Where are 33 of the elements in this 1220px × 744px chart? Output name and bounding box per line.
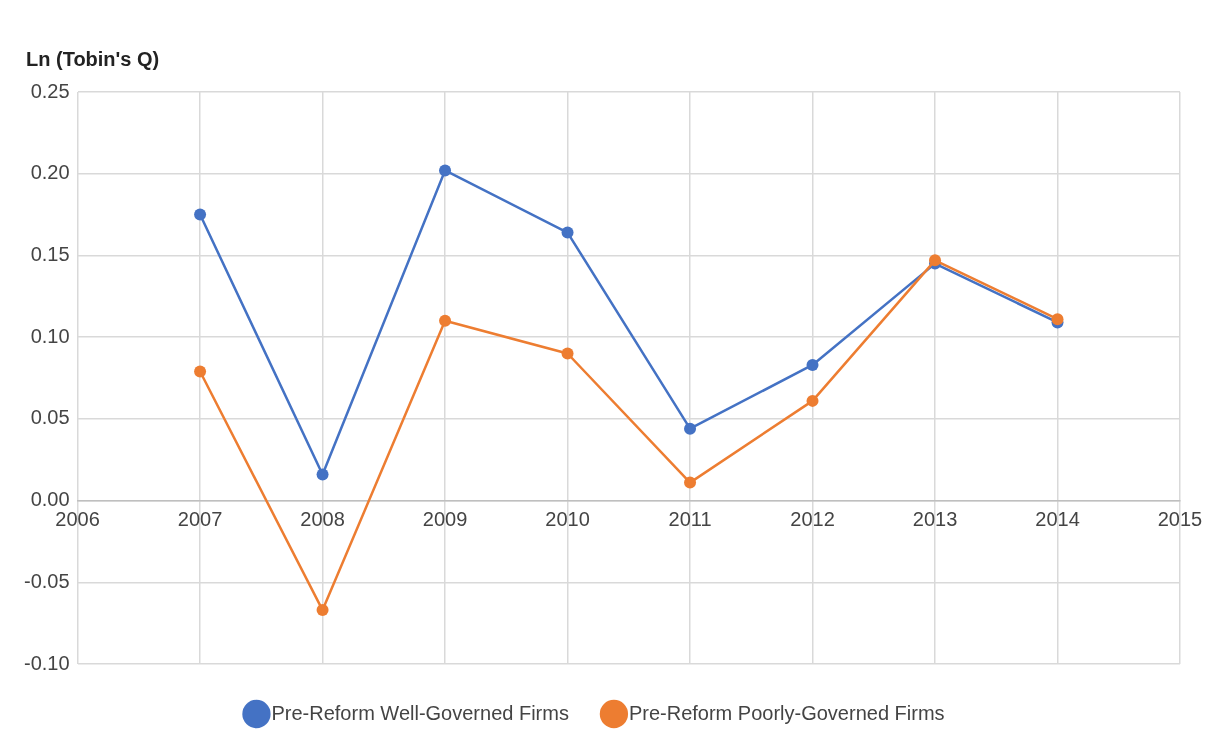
y-tick-label: 0.00: [30, 488, 70, 511]
x-tick-label: 2008: [300, 508, 345, 531]
y-axis-title: Ln (Tobin's Q): [26, 48, 160, 70]
y-tick-label: 0.25: [30, 79, 70, 102]
x-tick-label: 2007: [177, 508, 223, 531]
point: [194, 365, 207, 378]
point: [316, 468, 329, 481]
legend-label: Pre-Reform Poorly-Governed Firms: [628, 701, 945, 724]
point: [439, 314, 452, 327]
x-tick-label: 2009: [422, 508, 468, 531]
y-tick-label: 0.05: [30, 406, 70, 429]
x-tick-label: 2011: [668, 508, 712, 531]
point: [316, 604, 329, 617]
x-tick-label: 2006: [55, 508, 100, 531]
point: [561, 226, 574, 239]
y-tick-label: -0.10: [23, 651, 70, 674]
x-tick-label: 2015: [1157, 508, 1203, 531]
y-tick-label: -0.05: [23, 569, 70, 592]
point: [806, 394, 819, 407]
y-tick-label: 0.20: [30, 161, 70, 184]
y-tick-label: 0.10: [30, 324, 70, 347]
point: [439, 164, 452, 177]
point: [806, 358, 819, 371]
point: [561, 347, 574, 360]
x-tick-label: 2014: [1035, 508, 1080, 531]
x-tick-label: 2010: [545, 508, 590, 531]
point: [194, 208, 207, 221]
x-tick-label: 2012: [790, 508, 835, 531]
x-tick-label: 2013: [912, 508, 958, 531]
legend-label: Pre-Reform Well-Governed Firms: [271, 701, 569, 724]
point: [684, 476, 697, 489]
point: [684, 422, 697, 435]
y-tick-label: 0.15: [30, 242, 70, 265]
